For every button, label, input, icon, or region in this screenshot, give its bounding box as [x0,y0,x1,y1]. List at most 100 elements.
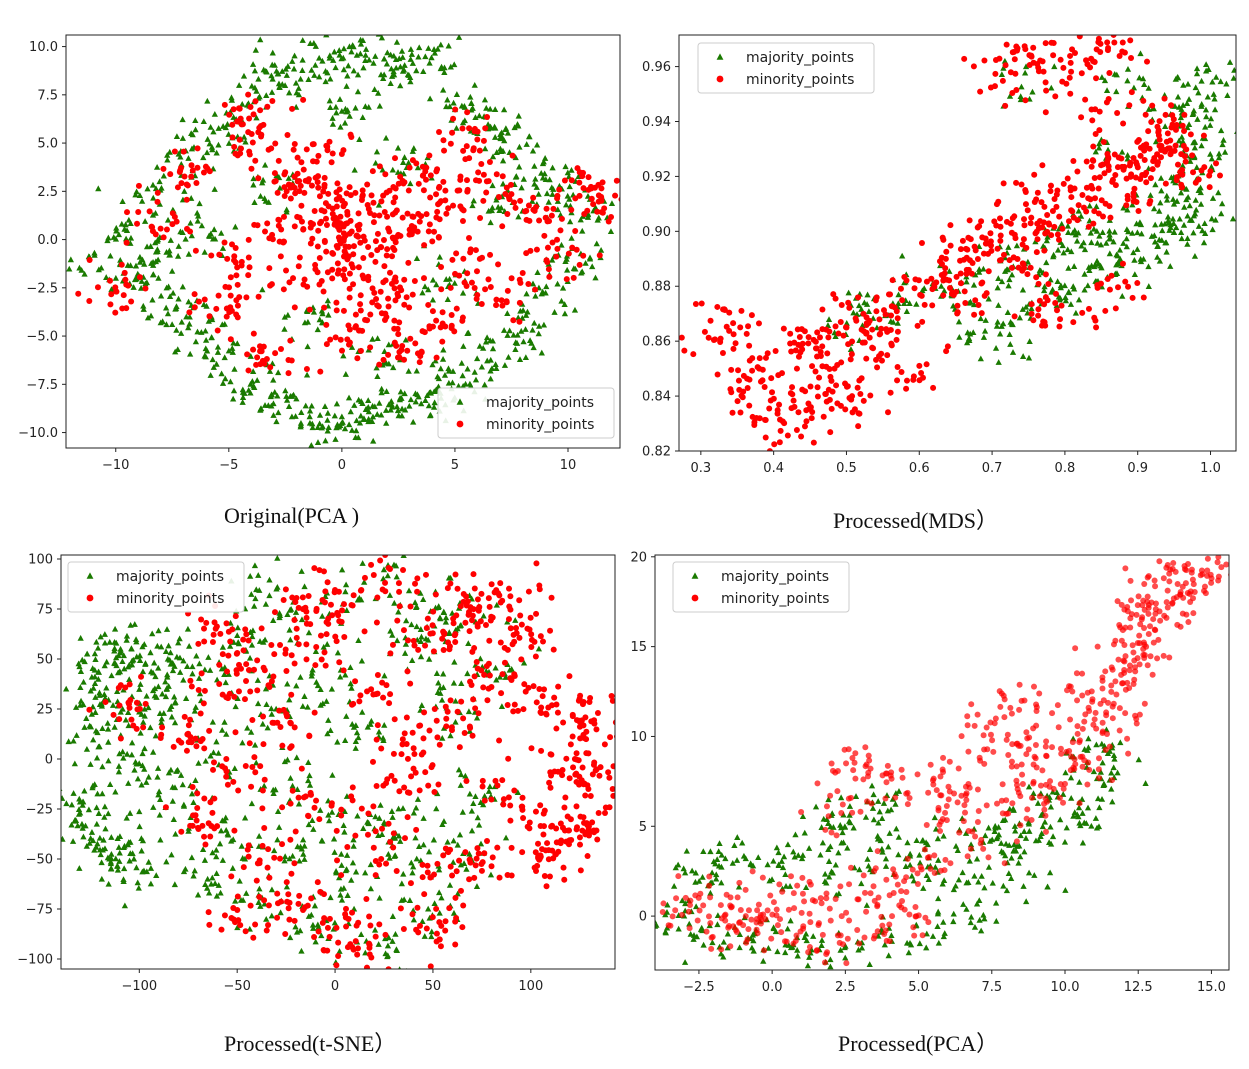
minority-marker [591,759,597,765]
minority-marker [297,255,303,261]
majority-marker [567,218,573,224]
minority-marker [187,823,193,829]
minority-marker [440,137,446,143]
minority-marker [803,418,809,424]
majority-marker [409,657,415,663]
minority-marker [216,662,222,668]
majority-marker [325,410,331,416]
majority-marker [210,356,216,362]
minority-marker [876,316,882,322]
minority-marker [922,302,928,308]
minority-marker [408,773,414,779]
majority-marker [303,403,309,409]
minority-marker [505,288,511,294]
majority-marker [419,290,425,296]
majority-marker [66,266,72,272]
minority-marker [533,809,539,815]
majority-marker [512,346,518,352]
majority-marker [1184,241,1190,247]
majority-marker [420,842,426,848]
y-tick-label: 0.86 [642,335,671,350]
minority-marker [466,876,472,882]
minority-marker [421,187,427,193]
majority-marker [346,395,352,401]
minority-marker [574,779,580,785]
minority-marker [335,271,341,277]
minority-marker [452,271,458,277]
minority-marker [1035,236,1041,242]
minority-marker [430,762,436,768]
majority-marker [422,933,428,939]
minority-marker [254,687,260,693]
minority-marker [271,179,277,185]
majority-marker [981,334,987,340]
minority-marker [430,308,436,314]
majority-marker [101,691,107,697]
minority-marker [1128,55,1134,61]
minority-marker [295,155,301,161]
majority-marker [1147,192,1153,198]
majority-marker [219,727,225,733]
minority-marker [394,618,400,624]
minority-marker [563,839,569,845]
minority-marker [368,562,374,568]
minority-marker [1173,143,1179,149]
minority-marker [1145,128,1151,134]
majority-marker [68,256,74,262]
majority-marker [333,110,339,116]
minority-marker [201,700,207,706]
minority-marker [231,694,237,700]
minority-marker [979,280,985,286]
minority-marker [329,612,335,618]
majority-marker [392,852,398,858]
majority-marker [300,703,306,709]
minority-marker [282,651,288,657]
x-tick-label: −5 [219,458,238,473]
minority-marker [894,377,900,383]
minority-marker [413,927,419,933]
minority-marker [306,593,312,599]
majority-marker [46,693,52,699]
majority-marker [956,319,962,325]
minority-marker [793,347,799,353]
minority-marker [833,323,839,329]
minority-marker [407,681,413,687]
majority-marker [440,347,446,353]
minority-marker [977,89,983,95]
minority-marker [953,289,959,295]
majority-marker [345,63,351,69]
minority-marker [1117,53,1123,59]
minority-marker [464,143,470,149]
minority-marker [348,134,354,140]
majority-marker [1244,58,1249,64]
majority-marker [223,827,229,833]
majority-marker [102,826,108,832]
minority-marker [1110,177,1116,183]
legend-circle-icon [457,421,464,428]
minority-marker [277,642,283,648]
minority-marker [414,589,420,595]
minority-marker [365,277,371,283]
majority-marker [147,724,153,730]
minority-marker [417,722,423,728]
majority-marker [427,96,433,102]
majority-marker [202,328,208,334]
minority-marker [194,790,200,796]
minority-marker [1126,102,1132,108]
minority-marker [1031,60,1037,66]
minority-marker [257,857,263,863]
minority-marker [264,927,270,933]
minority-marker [434,355,440,361]
minority-marker [546,780,552,786]
majority-marker [502,362,508,368]
minority-marker [351,947,357,953]
majority-marker [431,837,437,843]
minority-marker [1030,317,1036,323]
minority-marker [449,724,455,730]
minority-marker [432,706,438,712]
minority-marker [1090,158,1096,164]
majority-marker [256,94,262,100]
minority-marker [460,715,466,721]
minority-marker [453,572,459,578]
majority-marker [343,866,349,872]
